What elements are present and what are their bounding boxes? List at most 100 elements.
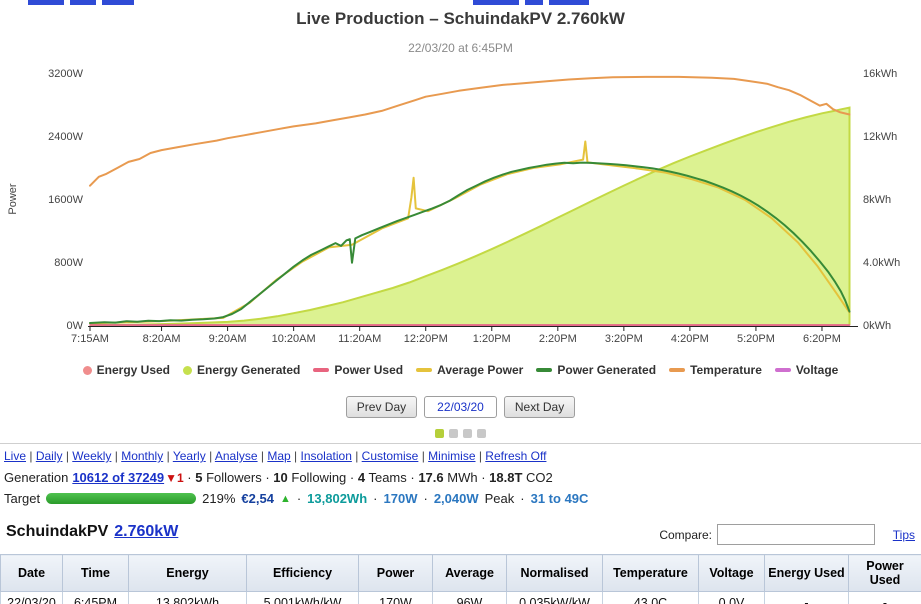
target-stats: Target 219% €2,54 ▲ · 13,802Wh · 170W · 2… bbox=[4, 491, 588, 506]
y-right-tick-label: 16kWh bbox=[863, 68, 897, 80]
page-dot[interactable] bbox=[477, 429, 486, 438]
separator: · bbox=[261, 470, 274, 485]
view-link-monthly[interactable]: Monthly bbox=[121, 449, 164, 463]
top-nav-link[interactable] bbox=[549, 0, 589, 5]
compare-input[interactable] bbox=[717, 524, 875, 545]
col-header-time: Time bbox=[62, 554, 129, 592]
y-left-tick-label: 2400W bbox=[48, 131, 83, 143]
table-cell: - bbox=[764, 591, 849, 604]
top-nav-link[interactable] bbox=[70, 0, 96, 5]
y-right-tick-label: 12kWh bbox=[863, 131, 897, 143]
legend-line-icon bbox=[536, 368, 553, 372]
view-link-refresh-off[interactable]: Refresh Off bbox=[485, 449, 547, 463]
legend-line-icon bbox=[669, 368, 686, 372]
view-link-live[interactable]: Live bbox=[4, 449, 27, 463]
separator: · bbox=[296, 491, 302, 506]
view-link-yearly[interactable]: Yearly bbox=[172, 449, 206, 463]
top-nav-link[interactable] bbox=[28, 0, 64, 5]
rank-delta-icon: ▼1 bbox=[165, 471, 184, 485]
table-header-row: Date Time Energy Efficiency Power Average Norm… bbox=[0, 554, 921, 592]
system-size-link[interactable]: 2.760kW bbox=[114, 523, 179, 540]
legend-label: Energy Generated bbox=[197, 363, 301, 377]
stat-unit: Following bbox=[287, 470, 347, 485]
legend-label: Temperature bbox=[690, 363, 762, 377]
x-tick-label: 4:20PM bbox=[671, 333, 709, 345]
top-nav-link[interactable] bbox=[102, 0, 134, 5]
view-link-customise[interactable]: Customise bbox=[361, 449, 419, 463]
series-temperature bbox=[89, 75, 851, 187]
view-link-daily[interactable]: Daily bbox=[35, 449, 63, 463]
separator: · bbox=[346, 470, 358, 485]
top-nav-link[interactable] bbox=[525, 0, 543, 5]
table-cell: 13.802kWh bbox=[128, 591, 247, 604]
col-header-temperature: Temperature bbox=[602, 554, 699, 592]
legend-line-icon bbox=[774, 368, 791, 372]
view-nav: Live | Daily | Weekly | Monthly | Yearly… bbox=[4, 449, 546, 463]
page-dot[interactable] bbox=[449, 429, 458, 438]
target-peak: 2,040W bbox=[433, 491, 479, 506]
separator: · bbox=[520, 491, 525, 506]
series-energy-generated-fill bbox=[90, 107, 850, 325]
legend-item-average-power[interactable]: Average Power bbox=[416, 363, 523, 377]
y-left-tick-label: 3200W bbox=[48, 68, 83, 80]
stat-value: 10 bbox=[273, 470, 288, 485]
legend-item-energy-used[interactable]: Energy Used bbox=[82, 363, 170, 377]
view-link-analyse[interactable]: Analyse bbox=[214, 449, 258, 463]
current-date-button[interactable]: 22/03/20 bbox=[424, 396, 497, 418]
target-currency: €2,54 bbox=[241, 491, 274, 506]
x-tick-label: 5:20PM bbox=[737, 333, 775, 345]
y-axis-title: Power bbox=[7, 183, 19, 215]
legend-item-energy-generated[interactable]: Energy Generated bbox=[183, 363, 300, 377]
separator: · bbox=[423, 491, 428, 506]
legend-item-power-generated[interactable]: Power Generated bbox=[536, 363, 656, 377]
prev-day-button[interactable]: Prev Day bbox=[345, 396, 418, 418]
stat-value: 17.6 bbox=[418, 470, 444, 485]
next-day-button[interactable]: Next Day bbox=[503, 396, 576, 418]
legend-label: Power Generated bbox=[557, 363, 657, 377]
view-link-insolation[interactable]: Insolation bbox=[300, 449, 352, 463]
view-link-map[interactable]: Map bbox=[267, 449, 291, 463]
target-energy: 13,802Wh bbox=[307, 491, 368, 506]
separator: | bbox=[205, 449, 215, 463]
x-tick-label: 8:20AM bbox=[143, 333, 181, 345]
view-link-weekly[interactable]: Weekly bbox=[72, 449, 112, 463]
y-left-tick-label: 0W bbox=[67, 320, 84, 332]
table-cell: 5.001kWh/kW bbox=[246, 591, 359, 604]
legend-item-power-used[interactable]: Power Used bbox=[313, 363, 403, 377]
target-progress-bar bbox=[46, 493, 197, 504]
x-tick-label: 1:20PM bbox=[473, 333, 511, 345]
x-tick-label: 6:20PM bbox=[803, 333, 841, 345]
stat-value: 5 bbox=[195, 470, 203, 485]
target-power: 170W bbox=[383, 491, 418, 506]
top-nav-link[interactable] bbox=[473, 0, 519, 5]
y-left-tick-label: 1600W bbox=[48, 194, 83, 206]
legend-label: Voltage bbox=[795, 363, 839, 377]
y-right-tick-label: 0kWh bbox=[863, 320, 891, 332]
separator: | bbox=[475, 449, 486, 463]
separator: | bbox=[257, 449, 268, 463]
table-cell: - bbox=[848, 591, 921, 604]
y-left-tick-label: 800W bbox=[54, 257, 83, 269]
col-header-energy: Energy bbox=[128, 554, 247, 592]
trend-up-icon: ▲ bbox=[279, 492, 291, 505]
page-dot[interactable] bbox=[463, 429, 472, 438]
separator: · bbox=[406, 470, 419, 485]
page-dots bbox=[0, 429, 921, 438]
col-header-date: Date bbox=[0, 554, 63, 592]
stat-unit: Followers bbox=[202, 470, 262, 485]
x-tick-label: 2:20PM bbox=[539, 333, 577, 345]
rank-link[interactable]: 10612 of 37249 bbox=[72, 470, 165, 485]
legend-item-temperature[interactable]: Temperature bbox=[669, 363, 762, 377]
page-dot-active[interactable] bbox=[435, 429, 444, 438]
status-table: Date Time Energy Efficiency Power Average Norm… bbox=[0, 554, 921, 604]
target-percent: 219% bbox=[202, 491, 236, 506]
legend-item-voltage[interactable]: Voltage bbox=[774, 363, 839, 377]
view-link-minimise[interactable]: Minimise bbox=[428, 449, 476, 463]
separator: | bbox=[111, 449, 122, 463]
tips-link[interactable]: Tips bbox=[892, 528, 915, 542]
chart-legend: Energy Used Energy Generated Power Used Ave… bbox=[0, 363, 921, 377]
table-cell: 0.035kW/kW bbox=[506, 591, 603, 604]
col-header-efficiency: Efficiency bbox=[246, 554, 359, 592]
target-peak-label: Peak bbox=[484, 491, 515, 506]
generation-label: Generation bbox=[4, 470, 69, 485]
